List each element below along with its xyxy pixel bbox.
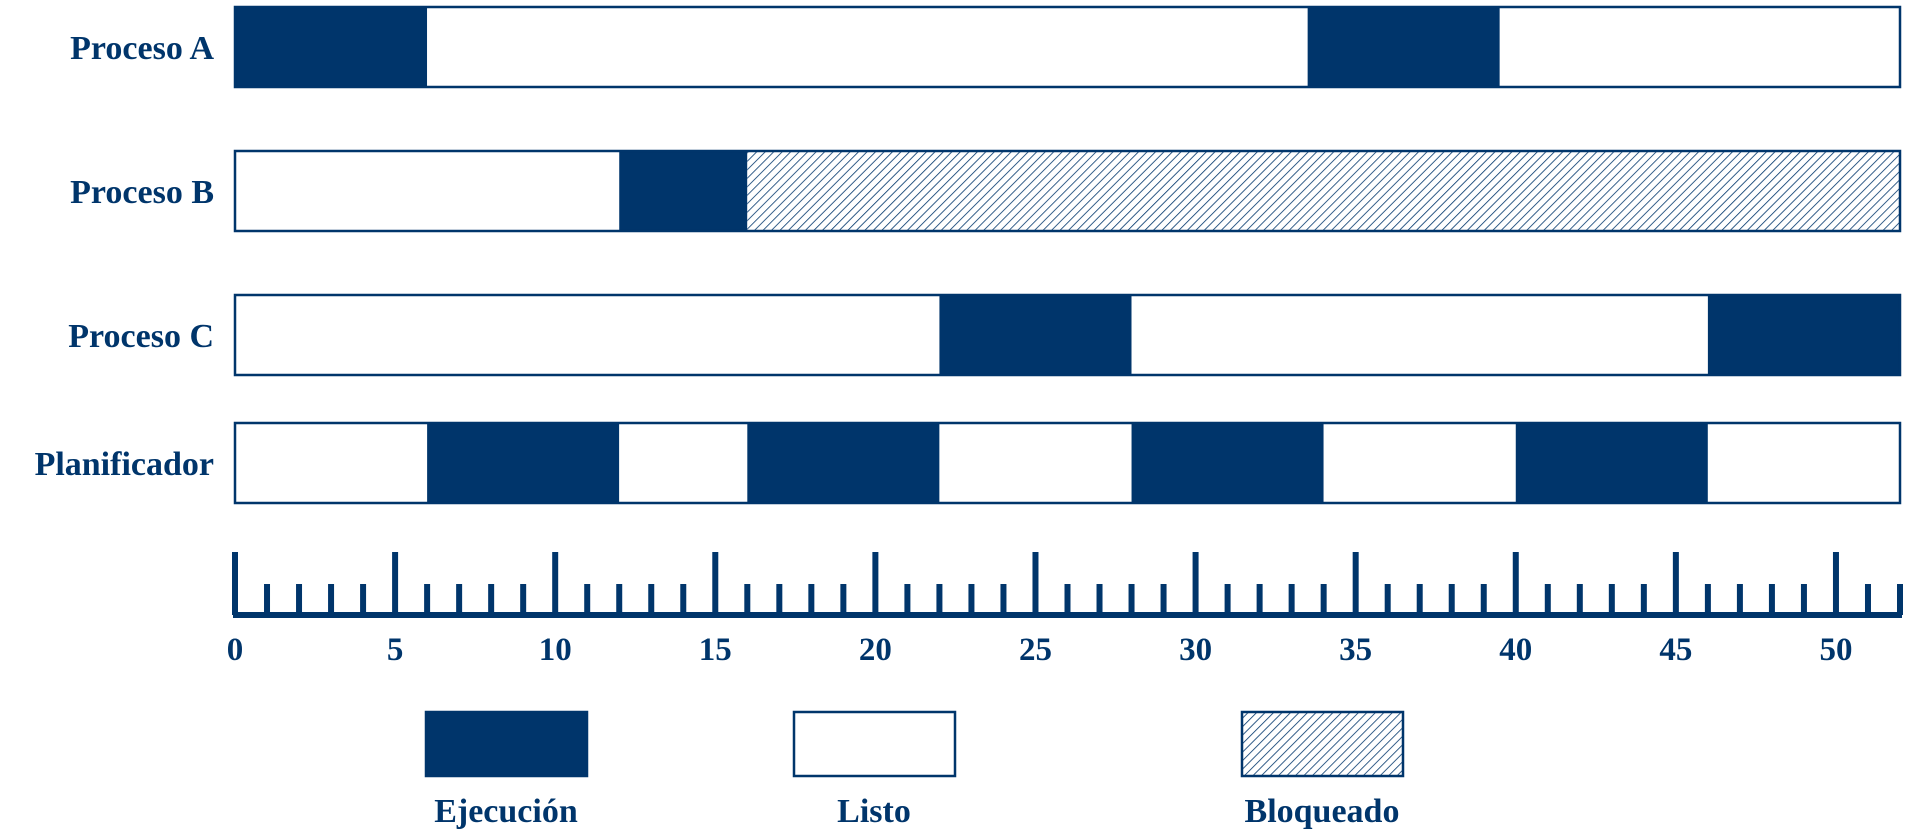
segment-ejecucion xyxy=(235,7,428,87)
legend-label: Listo xyxy=(837,793,911,830)
segment-listo xyxy=(1707,423,1900,503)
tick-label: 20 xyxy=(859,632,892,668)
tick-label: 5 xyxy=(387,632,404,668)
segment-listo xyxy=(235,295,940,375)
rows-layer: Proceso A Proceso B Proceso C Planificador xyxy=(35,5,1902,505)
row-frame xyxy=(233,421,1902,505)
segment-listo xyxy=(1323,423,1516,503)
time-axis: 0 5 10 15 20 25 30 35 40 45 50 xyxy=(227,552,1903,668)
row-frame xyxy=(233,293,1902,377)
tick-label: 35 xyxy=(1339,632,1372,668)
segment-listo xyxy=(1499,7,1900,87)
segment-listo xyxy=(235,423,428,503)
row-proceso-c: Proceso C xyxy=(68,293,1902,377)
segment-ejecucion xyxy=(427,423,620,503)
row-label: Proceso C xyxy=(68,318,214,355)
tick-label: 25 xyxy=(1019,632,1052,668)
segment-ejecucion xyxy=(619,151,748,231)
row-label: Proceso A xyxy=(70,30,214,67)
legend-item-listo: Listo xyxy=(792,710,957,830)
row-label: Planificador xyxy=(35,446,214,483)
segment-bloqueado xyxy=(747,151,1901,231)
legend-label: Ejecución xyxy=(434,793,578,830)
legend: Ejecución Listo Bloqueado xyxy=(424,710,1405,830)
tick-label: 15 xyxy=(699,632,732,668)
row-label: Proceso B xyxy=(70,174,214,211)
segment-listo xyxy=(939,423,1132,503)
tick-label: 45 xyxy=(1659,632,1692,668)
segment-listo xyxy=(235,151,620,231)
legend-swatch xyxy=(424,710,589,778)
row-frame xyxy=(233,149,1902,233)
segment-listo xyxy=(1131,295,1708,375)
tick-label: 10 xyxy=(539,632,572,668)
segment-ejecucion xyxy=(1307,7,1500,87)
legend-item-ejecucion: Ejecución xyxy=(424,710,589,830)
tick-label: 0 xyxy=(227,632,244,668)
segment-ejecucion xyxy=(1707,295,1900,375)
tick-label: 30 xyxy=(1179,632,1212,668)
legend-item-bloqueado: Bloqueado xyxy=(1240,710,1405,830)
segment-ejecucion xyxy=(1131,423,1324,503)
legend-label: Bloqueado xyxy=(1245,793,1400,830)
segment-listo xyxy=(427,7,1308,87)
row-frame xyxy=(233,5,1902,89)
row-proceso-a: Proceso A xyxy=(70,5,1902,89)
row-planificador: Planificador xyxy=(35,421,1902,505)
row-proceso-b: Proceso B xyxy=(70,149,1902,233)
segment-ejecucion xyxy=(1515,423,1708,503)
legend-swatch xyxy=(1240,710,1405,778)
segment-ejecucion xyxy=(939,295,1132,375)
tick-label: 50 xyxy=(1819,632,1852,668)
segment-ejecucion xyxy=(747,423,940,503)
legend-swatch xyxy=(792,710,957,778)
tick-label: 40 xyxy=(1499,632,1532,668)
segment-listo xyxy=(619,423,748,503)
